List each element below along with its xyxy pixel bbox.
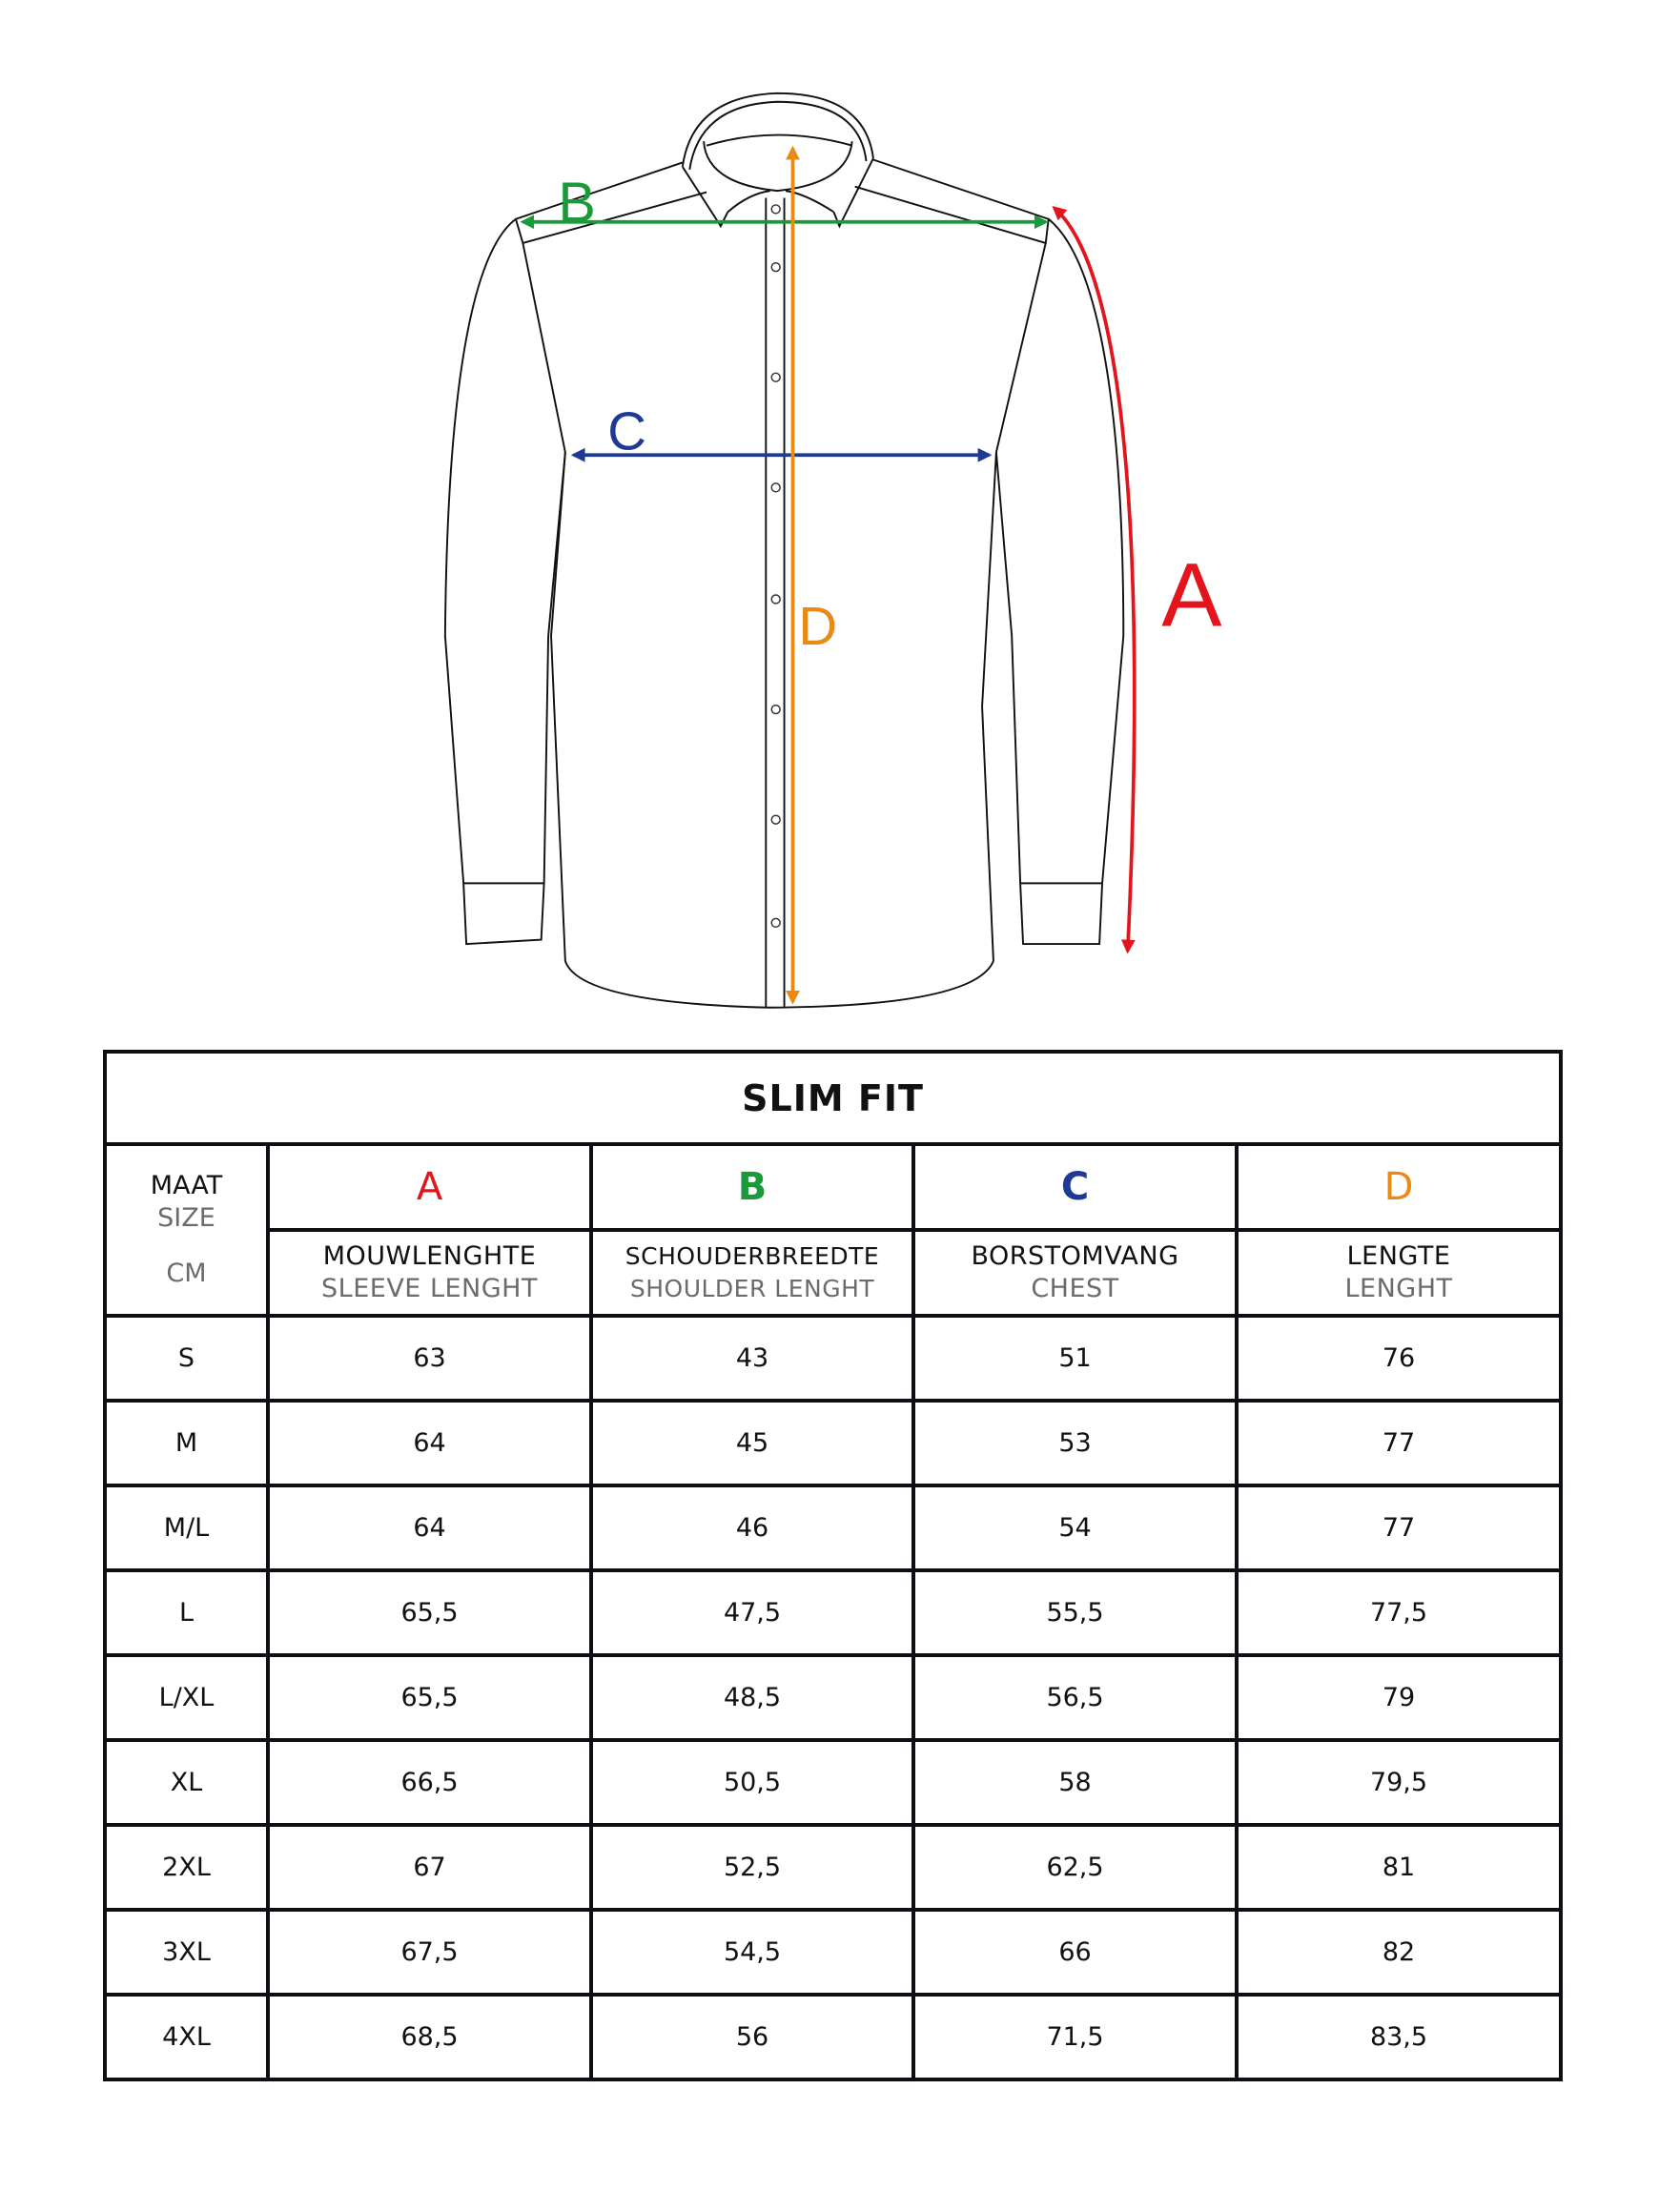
table-row: 2XL 67 52,5 62,5 81: [103, 1823, 1564, 1912]
header-nl: LENGTE: [1346, 1241, 1451, 1271]
column-header-b: SCHOUDERBREEDTE SHOULDER LENGHT: [589, 1228, 915, 1318]
column-header-c: BORSTOMVANG CHEST: [911, 1228, 1239, 1318]
unit-label: CM: [166, 1259, 207, 1288]
label-b: B: [558, 171, 596, 235]
size-cell: M/L: [103, 1484, 270, 1572]
measurement-cell: 52,5: [589, 1823, 915, 1912]
measurement-cell: 62,5: [911, 1823, 1239, 1912]
measurement-cell: 55,5: [911, 1568, 1239, 1657]
measurement-cell: 54,5: [589, 1908, 915, 1997]
size-cell: XL: [103, 1738, 270, 1827]
measurement-cell: 48,5: [589, 1653, 915, 1742]
measurement-cell: 68,5: [266, 1993, 593, 2081]
buttons: [770, 204, 781, 929]
measurement-cell: 67,5: [266, 1908, 593, 1997]
size-label-en: SIZE: [157, 1203, 215, 1233]
label-d: D: [798, 596, 837, 656]
measurement-cell: 65,5: [266, 1568, 593, 1657]
table-row: L/XL 65,5 48,5 56,5 79: [103, 1653, 1564, 1742]
table-row: L 65,5 47,5 55,5 77,5: [103, 1568, 1564, 1657]
measurement-cell: 81: [1234, 1823, 1564, 1912]
table-title: SLIM FIT: [102, 1050, 1564, 1146]
measure-a-arrow: [1052, 205, 1137, 954]
label-c: C: [607, 400, 646, 461]
measurement-cell: 46: [589, 1484, 915, 1572]
table-row: 4XL 68,5 56 71,5 83,5: [103, 1993, 1564, 2081]
measurement-cell: 58: [911, 1738, 1239, 1827]
measurement-cell: 65,5: [266, 1653, 593, 1742]
measurement-cell: 77: [1234, 1399, 1564, 1487]
measurement-cell: 67: [266, 1823, 593, 1912]
header-en: SHOULDER LENGHT: [629, 1275, 875, 1302]
measurement-cell: 64: [266, 1484, 593, 1572]
size-cell: L/XL: [103, 1653, 270, 1742]
table-row: XL 66,5 50,5 58 79,5: [103, 1738, 1564, 1827]
size-header: MAAT SIZE CM: [103, 1142, 270, 1318]
measurement-cell: 64: [266, 1399, 593, 1487]
size-cell: 2XL: [103, 1823, 270, 1912]
measurement-cell: 66,5: [266, 1738, 593, 1827]
measurement-cell: 54: [911, 1484, 1239, 1572]
header-en: LENGHT: [1344, 1274, 1453, 1303]
header-nl: SCHOUDERBREEDTE: [625, 1242, 880, 1270]
measurement-cell: 79: [1234, 1653, 1564, 1742]
header-en: CHEST: [1031, 1274, 1119, 1303]
size-cell: S: [103, 1314, 270, 1403]
column-letter-a: A: [266, 1142, 593, 1232]
measurement-cell: 56: [589, 1993, 915, 2081]
measurement-cell: 77,5: [1234, 1568, 1564, 1657]
measurement-cell: 66: [911, 1908, 1239, 1997]
measurement-cell: 63: [266, 1314, 593, 1403]
label-a: A: [1161, 545, 1222, 646]
table-row: M/L 64 46 54 77: [103, 1484, 1564, 1572]
measurement-cell: 76: [1234, 1314, 1564, 1403]
header-en: SLEEVE LENGHT: [321, 1274, 538, 1303]
column-letter-c: C: [911, 1142, 1239, 1232]
measurement-cell: 71,5: [911, 1993, 1239, 2081]
size-table: SLIM FIT MAAT SIZE CM A B C D MOUWLENGHT…: [102, 1050, 1564, 2081]
measurement-cell: 79,5: [1234, 1738, 1564, 1827]
shirt-diagram: B C D A: [443, 92, 1222, 1009]
header-nl: MOUWLENGHTE: [322, 1241, 537, 1271]
size-cell: L: [103, 1568, 270, 1657]
size-cell: M: [103, 1399, 270, 1487]
measurement-cell: 83,5: [1234, 1993, 1564, 2081]
table-row: S 63 43 51 76: [103, 1314, 1564, 1403]
size-label-nl: MAAT: [150, 1171, 223, 1200]
measurement-cell: 43: [589, 1314, 915, 1403]
measurement-cell: 51: [911, 1314, 1239, 1403]
column-letter-d: D: [1234, 1142, 1564, 1232]
column-header-d: LENGTE LENGHT: [1234, 1228, 1564, 1318]
measurement-cell: 50,5: [589, 1738, 915, 1827]
table-row: 3XL 67,5 54,5 66 82: [103, 1908, 1564, 1997]
size-cell: 4XL: [103, 1993, 270, 2081]
column-letter-b: B: [589, 1142, 915, 1232]
measurement-cell: 53: [911, 1399, 1239, 1487]
shirt-outline: [443, 92, 1125, 1009]
measurement-cell: 82: [1234, 1908, 1564, 1997]
column-header-a: MOUWLENGHTE SLEEVE LENGHT: [266, 1228, 593, 1318]
measurement-cell: 77: [1234, 1484, 1564, 1572]
measurement-cell: 47,5: [589, 1568, 915, 1657]
measurement-cell: 45: [589, 1399, 915, 1487]
header-nl: BORSTOMVANG: [971, 1241, 1179, 1271]
size-cell: 3XL: [103, 1908, 270, 1997]
measurement-cell: 56,5: [911, 1653, 1239, 1742]
table-row: M 64 45 53 77: [103, 1399, 1564, 1487]
